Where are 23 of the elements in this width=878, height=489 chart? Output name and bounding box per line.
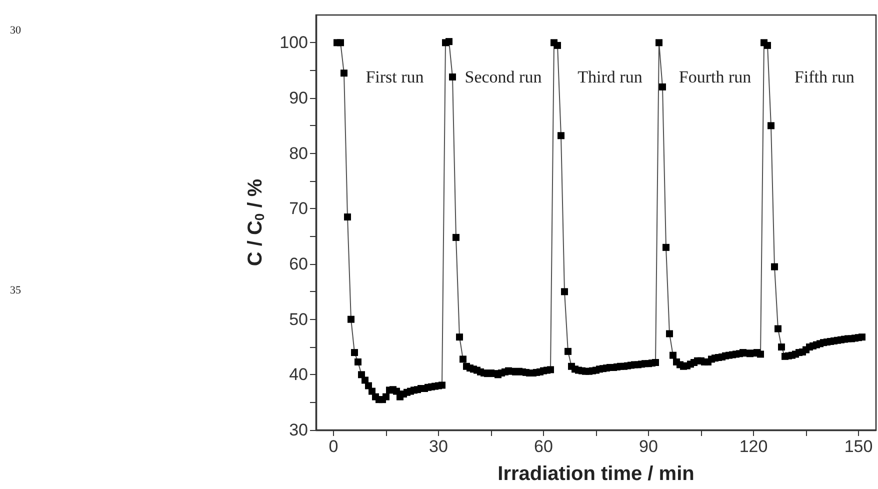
- annotation: Fourth run: [678, 68, 752, 86]
- y-tick-label: 90: [289, 88, 308, 108]
- y-tick-label: 40: [289, 365, 308, 384]
- annotation: Second run: [464, 68, 542, 86]
- y-axis-title: C / C0 / %: [244, 178, 267, 266]
- x-tick-label: 150: [844, 437, 873, 456]
- y-tick-label: 80: [289, 144, 308, 163]
- annotation: Third run: [578, 68, 643, 86]
- y-tick-label: 30: [289, 420, 308, 440]
- x-axis-title: Irradiation time / min: [498, 463, 694, 485]
- y-tick-label: 100: [280, 33, 308, 52]
- y-tick-label: 50: [289, 310, 308, 329]
- annotation: Fifth run: [794, 68, 855, 86]
- text: 35: [10, 284, 22, 296]
- y-tick-label: 60: [289, 254, 308, 274]
- x-tick-label: 30: [429, 437, 448, 456]
- annotation: First run: [366, 68, 424, 86]
- x-tick-label: 0: [328, 437, 338, 456]
- x-tick-label: 120: [739, 437, 768, 456]
- x-tick-label: 90: [639, 437, 658, 456]
- x-tick-label: 60: [534, 437, 553, 456]
- y-tick-label: 70: [289, 199, 308, 218]
- text: 30: [10, 24, 22, 36]
